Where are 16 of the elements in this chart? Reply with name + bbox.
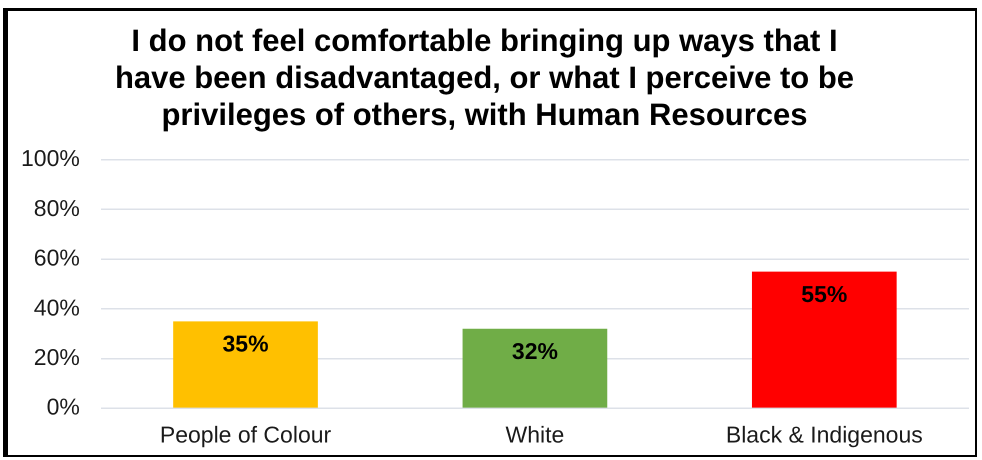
y-tick-label: 0% xyxy=(46,394,80,420)
y-tick-label: 100% xyxy=(20,145,80,172)
x-tick-label: People of Colour xyxy=(160,422,332,448)
y-tick-label: 20% xyxy=(34,344,80,370)
bar xyxy=(462,328,608,408)
data-label: 55% xyxy=(801,280,848,307)
x-tick-label: White xyxy=(506,422,564,448)
bar xyxy=(173,321,318,408)
x-tick-label: Black & Indigenous xyxy=(726,422,923,448)
y-tick-label: 60% xyxy=(34,244,80,271)
y-tick-label: 40% xyxy=(34,294,80,320)
bar xyxy=(752,272,897,408)
chart-title: I do not feel comfortable bringing up ways that I have been disadvantaged, or what I perceive to be privileges of others, with Human Resources xyxy=(114,22,854,132)
data-label: 32% xyxy=(512,338,558,364)
data-label: 35% xyxy=(222,330,269,357)
y-tick-label: 80% xyxy=(34,194,80,221)
